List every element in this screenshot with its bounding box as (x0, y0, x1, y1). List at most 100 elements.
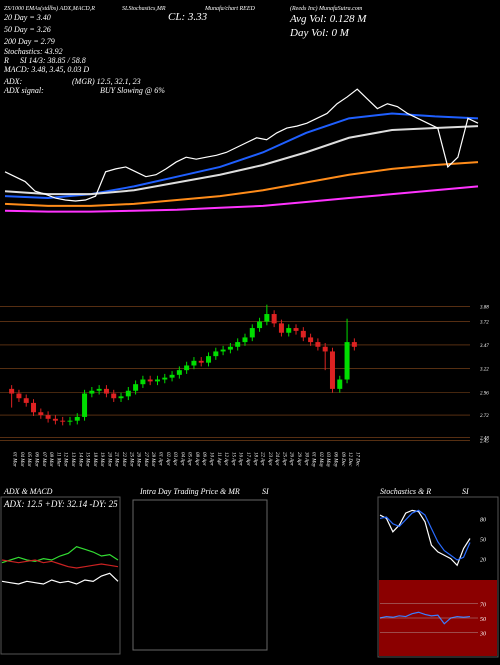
x-tick-label: 03 Apr (172, 452, 177, 466)
adx-frame (0, 496, 121, 655)
candle-body (293, 328, 299, 331)
candle-body (147, 379, 153, 382)
candle-body (96, 388, 102, 391)
x-tick-label: 16 Apr (238, 452, 243, 466)
candle-body (74, 416, 80, 421)
candle-body (16, 393, 22, 399)
x-tick-label: 01 May (311, 452, 316, 468)
candle-body (213, 351, 219, 357)
y-tick-label: 2.48 (480, 437, 489, 442)
rsi-label: R (3, 56, 9, 65)
candle-body (235, 342, 241, 347)
candle-body (206, 356, 212, 363)
x-tick-label: 22 Apr (260, 452, 265, 466)
candle-body (103, 388, 109, 394)
panel-subtitle: ADX: 12.5 +DY: 32.14 -DY: 25 (3, 499, 118, 509)
candle-body (9, 388, 15, 394)
y-tick-label: 2.72 (480, 414, 489, 419)
x-tick-label: 09 Dec (340, 452, 345, 467)
x-tick-label: 26 Mar (136, 452, 141, 467)
adx-label: ADX: (3, 77, 23, 86)
series-line (4, 161, 479, 207)
y-tick-label: 3.72 (480, 321, 489, 326)
series-line (4, 125, 479, 196)
candle-body (118, 396, 124, 399)
header-right: Munafa/chart REED (204, 5, 255, 12)
x-tick-label: 23 Apr (267, 452, 272, 466)
candle-body (31, 402, 37, 413)
series-line (379, 509, 471, 567)
candle-body (322, 346, 328, 352)
y-tick-label: 3.47 (480, 344, 489, 349)
x-tick-label: 01 Apr (157, 452, 162, 466)
ma20: 20 Day = 3.40 (4, 13, 51, 22)
macd-stat: MACD: 3.48, 3.45, 0.03 D (3, 65, 89, 74)
candle-body (45, 415, 51, 419)
x-tick-label: 12 Apr (223, 452, 228, 466)
series-line (379, 509, 471, 561)
stoch-frame (377, 496, 499, 658)
x-tick-label: 01 Mar (12, 452, 17, 467)
candle-body (191, 360, 197, 366)
candle-body (23, 398, 29, 403)
candle-body (308, 337, 314, 343)
candle-body (220, 349, 226, 352)
candle-body (315, 342, 321, 347)
x-tick-label: 25 Mar (128, 452, 133, 467)
y-tick-label: 80 (480, 517, 486, 523)
candle-body (162, 377, 168, 380)
candle-body (125, 390, 131, 397)
candle-body (227, 346, 233, 350)
x-tick-label: 27 Mar (143, 452, 148, 467)
candle-body (329, 351, 335, 389)
series-line (1, 559, 119, 569)
x-tick-label: 07 Mar (41, 452, 46, 467)
close-label: CL: 3.33 (168, 11, 208, 23)
panel-title: Intra Day Trading Price & MR (139, 487, 240, 496)
adx-signal-label: ADX signal: (3, 86, 44, 95)
x-tick-label: 24 Apr (274, 452, 279, 466)
header-mid: SLStochastics,MR (122, 6, 166, 12)
x-tick-label: 12 Mar (63, 452, 68, 467)
candle-body (249, 328, 255, 338)
x-tick-label: 17 Dec (354, 452, 359, 467)
candle-body (52, 418, 58, 421)
header-company: (Reeds Inc) MunafaSutra.com (290, 5, 363, 12)
x-tick-label: 04 Mar (19, 452, 24, 467)
candle-body (351, 342, 357, 347)
candle-body (344, 342, 350, 380)
candle-body (67, 420, 73, 422)
candle-body (82, 393, 88, 417)
series-line (1, 545, 119, 564)
x-tick-label: 09 Apr (201, 452, 206, 466)
x-tick-label: 22 Mar (121, 452, 126, 467)
header-left: ZS/1000 EMAs(stdlbs) ADX,MACD,R (4, 5, 95, 12)
series-line (1, 572, 119, 585)
y-tick-label: 2.45 (480, 439, 489, 444)
day-vol: Day Vol: 0 M (289, 27, 350, 39)
y-tick-label: 20 (480, 558, 486, 564)
panel-title-2: SI (462, 487, 469, 496)
intraday-frame (132, 499, 268, 651)
candle-body (257, 321, 263, 329)
candle-body (60, 420, 66, 422)
x-tick-label: 08 Mar (48, 452, 53, 467)
x-tick-label: 21 Mar (114, 452, 119, 467)
x-tick-label: 05 Mar (26, 452, 31, 467)
candle-body (111, 393, 117, 399)
x-tick-label: 04 Apr (179, 452, 184, 466)
adx-signal: BUY Slowing @ 6% (100, 86, 165, 95)
x-tick-label: 15 Apr (230, 452, 235, 466)
x-tick-label: 19 Mar (99, 452, 104, 467)
candle-body (140, 379, 146, 385)
x-tick-label: 06 Mar (34, 452, 39, 467)
candle-body (89, 390, 95, 394)
candle-body (242, 337, 248, 343)
x-tick-label: 17 Apr (245, 452, 250, 466)
x-tick-label: 05 Apr (187, 452, 192, 466)
candle-body (278, 323, 284, 333)
y-tick-label: 2.96 (480, 392, 489, 397)
candle-body (154, 379, 160, 382)
panel-title: ADX & MACD (3, 487, 53, 496)
